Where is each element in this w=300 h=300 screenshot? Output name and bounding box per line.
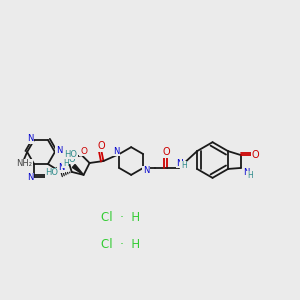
Text: HO: HO	[64, 150, 77, 159]
Text: HO: HO	[45, 168, 58, 177]
Text: N: N	[143, 167, 149, 176]
Text: N: N	[27, 173, 33, 182]
Text: O: O	[98, 141, 105, 151]
Text: NH₂: NH₂	[16, 159, 32, 168]
Text: N: N	[27, 134, 33, 143]
Text: O: O	[252, 150, 260, 160]
Text: H: H	[63, 158, 69, 167]
Polygon shape	[72, 164, 84, 175]
Text: N: N	[58, 164, 64, 172]
Text: N: N	[56, 146, 62, 155]
Text: N: N	[113, 147, 119, 156]
Text: O: O	[162, 147, 170, 157]
Text: Cl  ·  H: Cl · H	[101, 238, 140, 250]
Text: O: O	[80, 147, 87, 156]
Text: Cl  ·  H: Cl · H	[101, 211, 140, 224]
Text: O: O	[68, 154, 75, 164]
Text: H: H	[181, 161, 187, 170]
Text: N: N	[243, 168, 249, 177]
Text: H: H	[247, 171, 253, 180]
Text: N: N	[176, 158, 183, 167]
